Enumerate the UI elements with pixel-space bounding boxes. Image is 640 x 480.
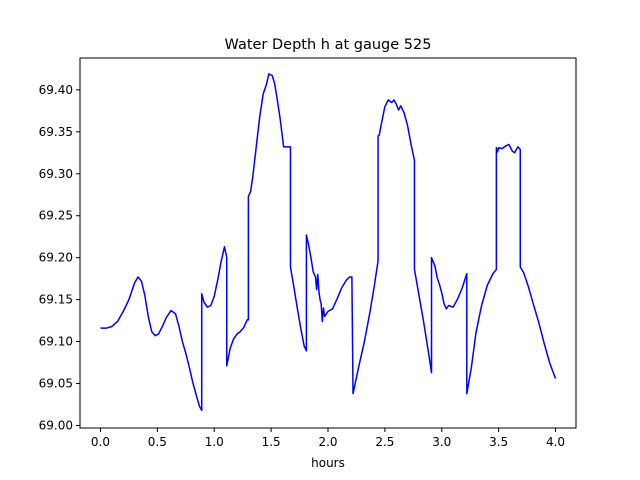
x-tick-label: 0.0 xyxy=(91,435,110,449)
x-tick-label: 0.5 xyxy=(148,435,167,449)
x-tick-label: 4.0 xyxy=(546,435,565,449)
x-tick-label: 2.0 xyxy=(318,435,337,449)
x-axis-label: hours xyxy=(311,456,345,470)
x-tick-label: 1.5 xyxy=(262,435,281,449)
x-tick-label: 2.5 xyxy=(375,435,394,449)
chart-title: Water Depth h at gauge 525 xyxy=(225,37,432,53)
series-layer xyxy=(100,73,557,412)
x-tick-label: 3.5 xyxy=(489,435,508,449)
y-tick-label: 69.05 xyxy=(39,377,73,391)
plot-area xyxy=(100,73,557,412)
y-tick-label: 69.35 xyxy=(39,125,73,139)
x-tick-label: 1.0 xyxy=(205,435,224,449)
series-line-water-depth xyxy=(100,73,557,412)
y-axis: 69.00 69.05 69.10 69.15 69.20 69.25 69.30 69.35… xyxy=(39,83,80,432)
y-tick-label: 69.30 xyxy=(39,167,73,181)
y-tick-label: 69.00 xyxy=(39,418,73,432)
y-tick-label: 69.15 xyxy=(39,293,73,307)
y-tick-label: 69.25 xyxy=(39,209,73,223)
x-tick-label: 3.0 xyxy=(432,435,451,449)
y-tick-label: 69.10 xyxy=(39,335,73,349)
y-tick-label: 69.40 xyxy=(39,83,73,97)
x-axis: 0.0 0.5 1.0 1.5 2.0 2.5 3.0 3.5 4.0 xyxy=(91,428,565,449)
y-tick-label: 69.20 xyxy=(39,251,73,265)
